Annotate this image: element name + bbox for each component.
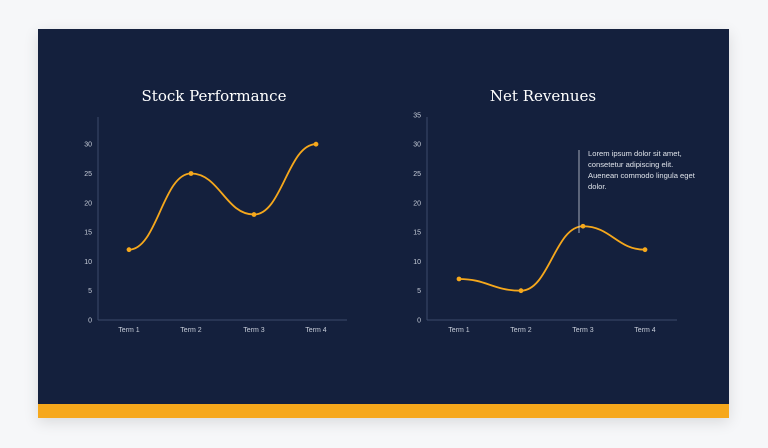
x-tick-label: Term 3	[572, 327, 594, 334]
y-tick-label: 5	[417, 288, 421, 295]
y-tick-label: 25	[84, 171, 92, 178]
y-tick-label: 15	[413, 230, 421, 237]
data-point[interactable]	[456, 276, 462, 282]
data-point[interactable]	[642, 247, 648, 253]
data-point[interactable]	[251, 212, 257, 217]
accent-bar	[38, 404, 729, 418]
y-tick-label: 10	[413, 259, 421, 266]
data-point[interactable]	[313, 141, 319, 147]
data-line	[458, 225, 646, 292]
y-tick-label: 15	[84, 230, 92, 237]
data-point[interactable]	[126, 247, 132, 253]
x-tick-label: Term 1	[118, 327, 140, 334]
y-tick-label: 35	[413, 112, 421, 119]
x-tick-label: Term 3	[243, 327, 265, 334]
x-tick-label: Term 2	[510, 327, 532, 334]
y-tick-label: 5	[88, 288, 92, 295]
y-tick-label: 25	[413, 171, 421, 178]
y-tick-label: 20	[84, 200, 92, 207]
y-tick-label: 0	[417, 318, 421, 325]
data-point[interactable]	[188, 171, 194, 176]
chart-title: Net Revenues	[490, 87, 596, 105]
annotation-text: Lorem ipsum dolor sit amet, consetetur a…	[588, 149, 695, 191]
y-tick-label: 30	[413, 142, 421, 149]
x-tick-label: Term 1	[448, 327, 470, 334]
y-tick-label: 0	[88, 318, 92, 325]
slide-panel: Stock Performance 0 5 10 15 20 25 30 Term 1 Term …	[38, 29, 729, 418]
y-tick-label: 10	[84, 259, 92, 266]
line-chart-1: Stock Performance 0 5 10 15 20 25 30 Term 1 Term …	[84, 87, 347, 334]
x-tick-label: Term 4	[634, 327, 656, 334]
y-tick-label: 30	[84, 142, 92, 149]
charts-canvas: Stock Performance 0 5 10 15 20 25 30 Term 1 Term …	[84, 87, 677, 334]
data-point[interactable]	[518, 288, 524, 294]
x-tick-label: Term 2	[180, 327, 202, 334]
data-line	[128, 143, 317, 251]
x-tick-label: Term 4	[305, 327, 327, 334]
data-point[interactable]	[580, 223, 586, 229]
y-tick-label: 20	[413, 200, 421, 207]
chart-title: Stock Performance	[142, 87, 287, 105]
line-chart-2: Net Revenues 0 5 10 15 20 25 30 35 Term 1 Term 2 Te…	[413, 87, 677, 334]
